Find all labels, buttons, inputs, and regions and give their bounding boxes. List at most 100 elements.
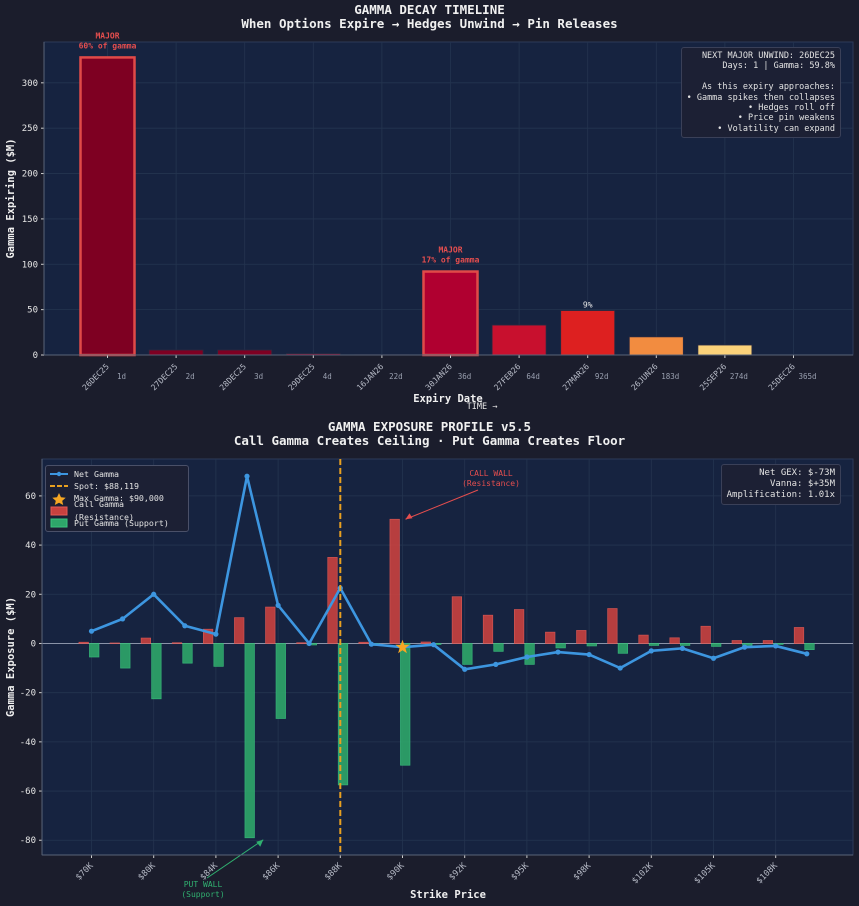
net-gamma-point	[773, 643, 779, 649]
info-line: Amplification: 1.01x	[726, 490, 835, 500]
net-gamma-point	[679, 645, 686, 651]
call-wall-label: CALL WALL	[469, 469, 513, 478]
y-tick-label: 40	[25, 541, 36, 551]
call-gamma-bar	[607, 608, 618, 644]
call-gamma-bar	[451, 596, 462, 644]
y-tick-label: 150	[22, 215, 38, 225]
info-line: • Hedges roll off	[748, 103, 835, 114]
put-gamma-bar	[586, 643, 597, 647]
info-line: As this expiry approaches:	[701, 82, 835, 93]
days-label: 64d	[526, 372, 540, 381]
call-gamma-bar	[234, 617, 245, 644]
put-gamma-bar	[742, 643, 753, 646]
info-line: NEXT MAJOR UNWIND: 26DEC25	[701, 51, 835, 61]
chart2-title: GAMMA EXPOSURE PROFILE v5.5	[327, 419, 532, 434]
net-gamma-point	[462, 666, 468, 672]
legend-label: Call Gamma (Resistance)	[74, 499, 134, 522]
call-gamma-bar	[171, 642, 183, 644]
net-gamma-point	[710, 655, 717, 661]
info-line: Vanna: $+35M	[769, 479, 835, 489]
net-gamma-point	[368, 641, 374, 647]
call-gamma-bar	[482, 614, 494, 644]
days-label: 22d	[389, 372, 403, 381]
chart1-title: GAMMA DECAY TIMELINE	[354, 2, 505, 17]
call-gamma-bar	[513, 609, 525, 644]
y-tick-label: 20	[25, 590, 36, 600]
y-tick-label: 300	[22, 79, 38, 89]
call-gamma-bar	[731, 640, 742, 644]
chart1-subtitle: When Options Expire → Hedges Unwind → Pi…	[241, 16, 618, 31]
y-tick-label: -80	[20, 836, 36, 846]
net-gamma-point	[88, 628, 95, 634]
net-gamma-point	[648, 648, 654, 654]
x-tick-label: $102K	[630, 860, 656, 886]
x-axis-label: Expiry Date	[413, 393, 483, 405]
put-gamma-bar	[711, 643, 722, 647]
max-gamma-star	[395, 639, 410, 654]
call-gamma-swatch-icon	[50, 506, 68, 516]
x-tick-label: $108K	[755, 860, 781, 886]
bar-27FEB26	[491, 324, 547, 356]
legend-label: Spot: $88,119	[74, 481, 139, 492]
net-gamma-point	[493, 661, 499, 667]
x-tick-label: $80K	[136, 860, 158, 882]
call-gamma-bar	[140, 637, 151, 644]
put-gamma-bar	[337, 643, 349, 786]
x-axis-label: Strike Price	[410, 889, 486, 901]
net-gamma-point	[244, 473, 250, 479]
net-gamma-point	[151, 591, 157, 597]
y-tick-label: -60	[20, 787, 36, 797]
legend-item-put-gamma: Put Gamma (Support)	[50, 517, 184, 529]
net-gamma-line-icon	[50, 469, 68, 479]
put-gamma-bar	[773, 643, 784, 645]
days-label: 36d	[458, 372, 472, 381]
info-line: • Volatility can expand	[717, 123, 835, 134]
put-wall-arrow	[206, 839, 264, 879]
call-gamma-bar	[576, 630, 587, 644]
call-gamma-bar	[669, 637, 680, 644]
net-gamma-point	[275, 602, 281, 608]
info-line: Days: 1 | Gamma: 59.8%	[722, 61, 835, 72]
put-gamma-bar	[804, 643, 815, 650]
call-wall-arrowhead	[405, 513, 413, 520]
call-gamma-bar	[389, 518, 400, 644]
y-tick-label: 200	[22, 170, 38, 180]
net-gamma-point	[586, 651, 592, 658]
call-gamma-bar	[358, 641, 369, 644]
put-gamma-bar	[679, 643, 691, 646]
legend-item-spot: Spot: $88,119	[50, 480, 184, 492]
y-tick-label: 100	[22, 260, 38, 270]
call-gamma-bar	[762, 640, 774, 644]
put-gamma-bar	[524, 643, 535, 665]
spot-dashed-line-icon	[50, 481, 68, 491]
bar-26DEC25	[79, 56, 136, 357]
put-gamma-bar	[275, 643, 286, 719]
net-gamma-point	[804, 651, 810, 657]
days-label: 92d	[595, 372, 609, 381]
y-tick-label: 60	[25, 492, 36, 502]
legend-item-max-gamma: Max Gamma: $90,000	[50, 492, 184, 506]
put-gamma-bar	[213, 643, 224, 667]
put-gamma-bar	[244, 643, 255, 839]
info-line: Net GEX: $-73M	[759, 468, 835, 478]
put-gamma-bar	[493, 643, 504, 652]
put-wall-arrowhead	[256, 839, 264, 847]
call-wall-arrow	[405, 489, 479, 520]
put-gamma-bar	[462, 643, 473, 665]
net-gamma-point	[182, 623, 188, 629]
annotation-label: 17% of gamma	[422, 256, 480, 265]
put-gamma-bar	[617, 643, 629, 654]
chart2-subtitle: Call Gamma Creates Ceiling · Put Gamma C…	[233, 433, 626, 448]
days-label: 4d	[323, 372, 332, 381]
net-gamma-point	[213, 631, 219, 637]
put-gamma-bar	[89, 643, 100, 658]
call-wall-label: (Resistance)	[462, 479, 520, 488]
annotation-label: MAJOR	[438, 246, 462, 255]
call-gamma-bar	[296, 642, 307, 644]
annotation-label: 60% of gamma	[79, 41, 137, 50]
y-tick-label: 250	[22, 124, 38, 134]
net-gamma-point	[524, 654, 530, 660]
days-label: 274d	[730, 372, 748, 381]
call-gamma-bar	[203, 628, 214, 644]
days-label: 365d	[798, 372, 816, 381]
